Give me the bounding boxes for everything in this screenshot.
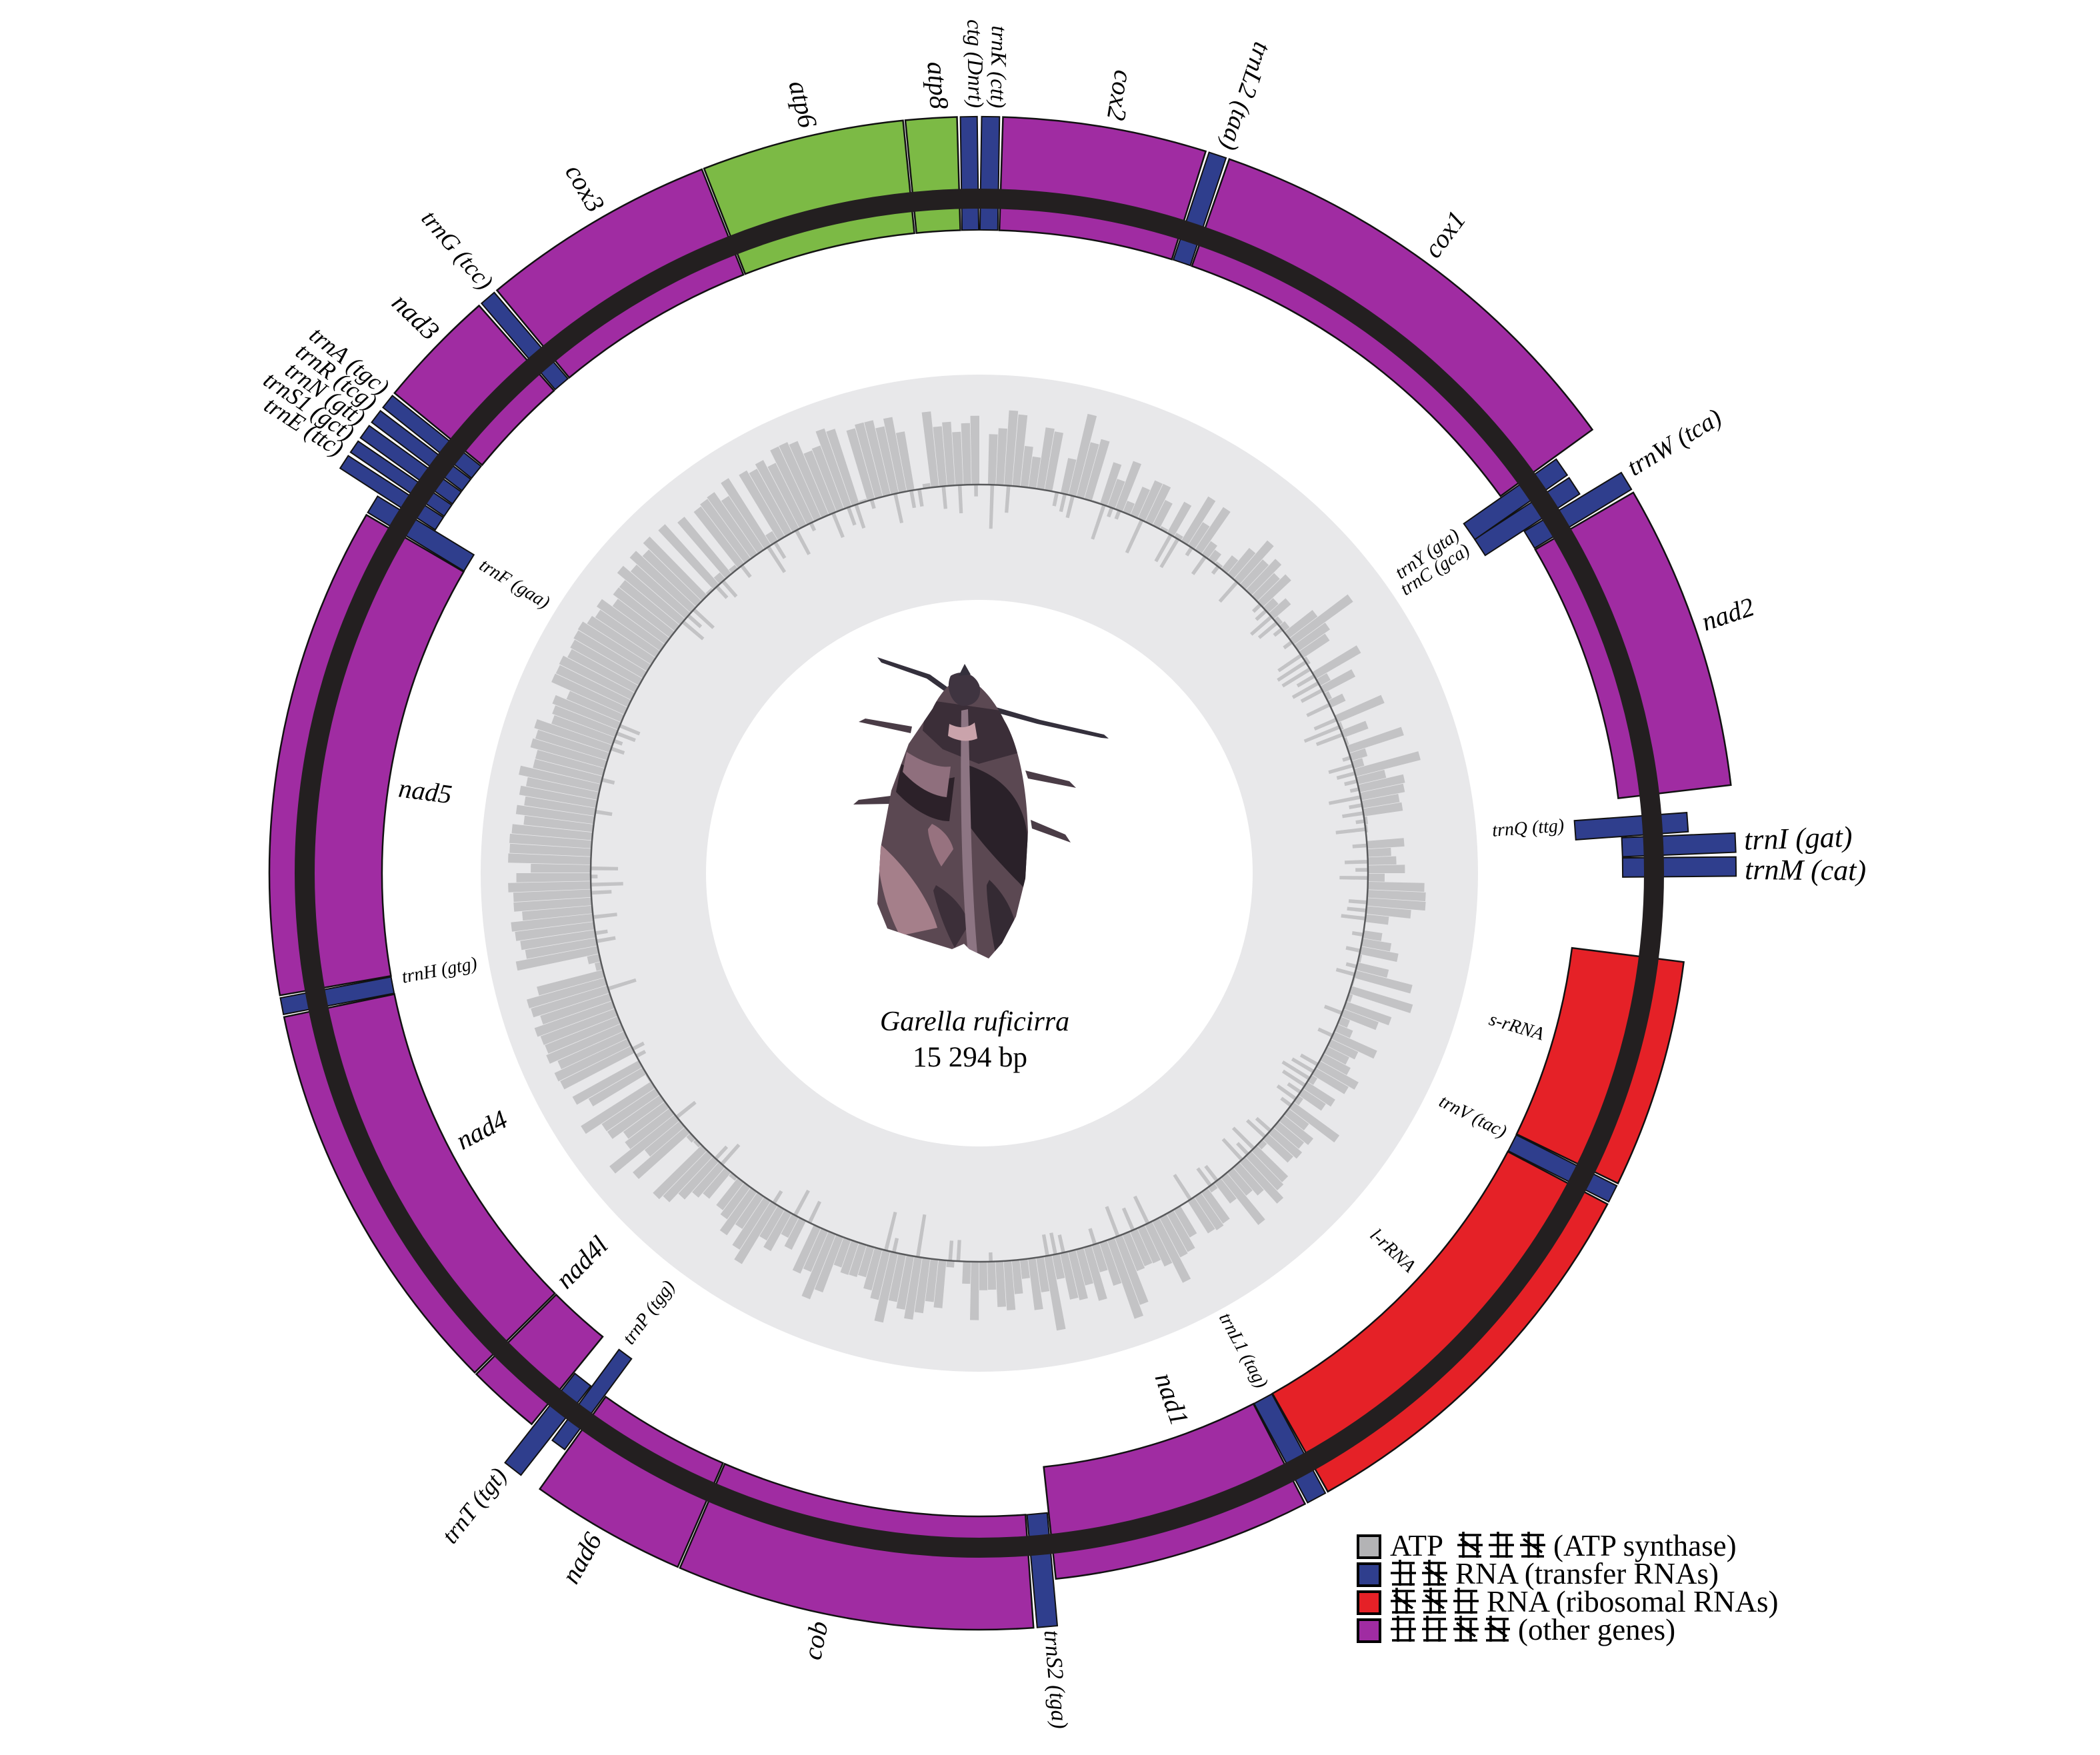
svg-text:(ATP synthase): (ATP synthase) [1553, 1529, 1737, 1562]
svg-text:nad5: nad5 [397, 773, 453, 809]
svg-text:RNA (transfer RNAs): RNA (transfer RNAs) [1455, 1557, 1719, 1590]
svg-text:trnM (cat): trnM (cat) [1745, 853, 1866, 887]
svg-text:trnK (ctt): trnK (ctt) [985, 25, 1011, 108]
svg-text:atp8: atp8 [921, 61, 954, 110]
svg-text:trnI (gat): trnI (gat) [1743, 821, 1853, 857]
svg-text:ctg (Dnrt): ctg (Dnrt) [962, 19, 987, 108]
svg-text:(other genes): (other genes) [1518, 1613, 1675, 1646]
svg-text:15 294 bp: 15 294 bp [913, 1042, 1027, 1073]
svg-text:Garella ruficirra: Garella ruficirra [880, 1006, 1069, 1037]
svg-text:trnQ (ttg): trnQ (ttg) [1491, 815, 1565, 841]
svg-text:ATP: ATP [1390, 1529, 1443, 1562]
svg-text:RNA (ribosomal RNAs): RNA (ribosomal RNAs) [1487, 1585, 1779, 1618]
svg-text:cob: cob [797, 1618, 834, 1662]
